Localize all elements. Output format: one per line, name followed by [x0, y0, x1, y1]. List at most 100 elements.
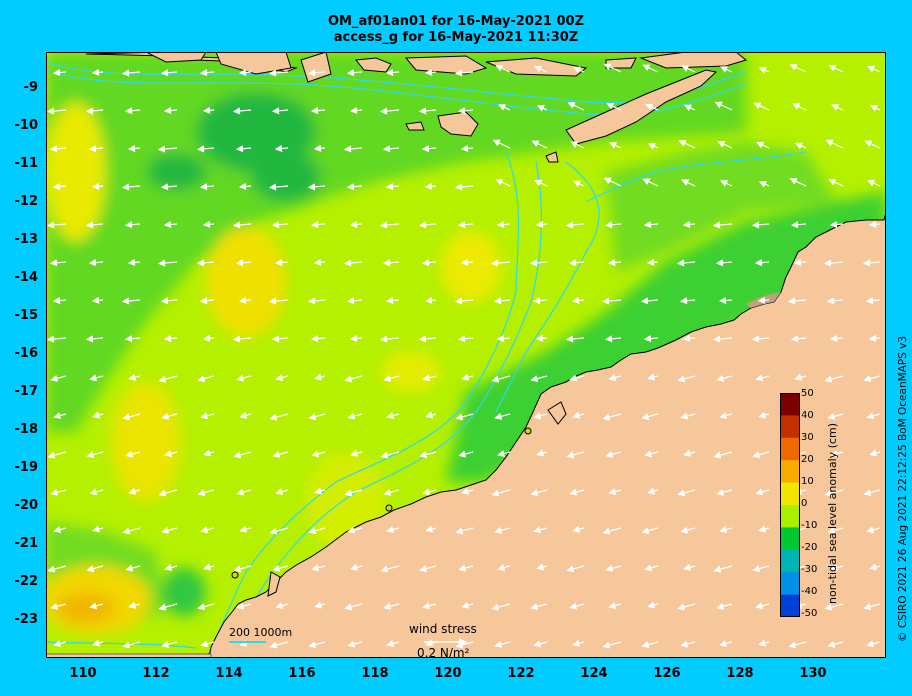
wind-arrow	[85, 335, 104, 343]
wind-arrow	[454, 183, 474, 191]
wind-arrow	[529, 259, 548, 267]
wind-arrow	[829, 220, 844, 229]
wind-arrow	[862, 259, 881, 267]
wind-arrow	[275, 374, 289, 382]
wind-arrow	[124, 107, 141, 115]
colorbar-segment	[780, 527, 800, 540]
wind-arrow	[827, 412, 844, 420]
wind-arrow	[199, 69, 215, 77]
wind-arrow	[236, 602, 252, 610]
wind-arrow	[92, 639, 104, 647]
wind-arrow	[314, 601, 326, 609]
colorbar-title: non-tidal sea level anomaly (cm)	[826, 423, 839, 604]
anomaly-yellow-4	[381, 352, 441, 392]
wind-arrow	[712, 221, 733, 229]
wind-arrow	[85, 221, 104, 229]
wind-arrow	[422, 488, 437, 496]
colorbar-segment	[780, 516, 800, 528]
wind-arrow	[678, 140, 696, 149]
colorbar-tick-label: 10	[801, 476, 814, 487]
wind-arrow	[647, 143, 659, 150]
wind-arrow	[382, 145, 400, 153]
wind-arrow	[128, 373, 141, 381]
wind-arrow	[425, 411, 437, 419]
wind-arrow	[88, 259, 104, 267]
wind-arrow	[239, 411, 252, 419]
wind-arrow	[344, 489, 363, 497]
wind-arrow	[602, 413, 622, 421]
wind-arrow	[275, 488, 289, 496]
wind-arrow	[863, 489, 881, 497]
colorbar-segment	[780, 437, 800, 450]
wind-arrow	[239, 525, 252, 533]
y-tick-label: -18	[14, 422, 39, 437]
wind-arrow	[307, 69, 326, 77]
wind-arrow	[200, 412, 215, 420]
wind-arrow	[461, 373, 474, 381]
wind-arrow	[196, 145, 215, 153]
wind-arrow	[828, 64, 844, 73]
wind-arrow	[866, 412, 881, 420]
wind-arrow	[49, 259, 67, 267]
wind-arrow	[532, 297, 548, 305]
wind-arrow	[570, 141, 585, 149]
wind-arrow	[568, 259, 585, 267]
wind-arrow	[268, 69, 289, 77]
wind-arrow	[349, 106, 363, 115]
wind-arrow	[536, 105, 548, 112]
wind-arrow	[127, 258, 141, 267]
wind-arrow	[163, 106, 178, 115]
wind-arrow	[128, 601, 141, 609]
wind-arrow	[53, 640, 67, 648]
wind-arrow	[572, 66, 585, 74]
wind-arrow	[125, 450, 141, 458]
wind-arrow	[494, 412, 511, 420]
sea-level-map: 200 1000m wind stress 0.2 N/m²	[46, 52, 886, 658]
wind-arrow	[866, 526, 881, 534]
y-tick-label: -15	[14, 308, 39, 323]
wind-arrow	[647, 487, 659, 495]
wind-arrow	[197, 603, 215, 611]
wind-arrow	[454, 69, 474, 77]
wind-arrow	[565, 335, 585, 343]
wind-arrow	[758, 67, 770, 74]
wind-arrow	[268, 297, 289, 305]
wind-arrow	[567, 102, 585, 111]
wind-arrow	[716, 602, 733, 610]
wind-arrow	[53, 526, 67, 534]
wind-arrow	[680, 640, 696, 648]
wind-stress-arrows	[46, 63, 881, 649]
wind-arrow	[418, 107, 437, 115]
wind-arrow	[645, 103, 659, 111]
wind-arrow	[311, 450, 326, 458]
wind-arrow	[158, 375, 178, 383]
wind-arrow	[346, 69, 363, 77]
wind-arrow	[232, 335, 252, 343]
wind-arrow	[602, 527, 622, 535]
wind-arrow	[91, 296, 104, 304]
wind-arrow	[157, 145, 178, 153]
wind-arrow	[572, 411, 585, 419]
wind-arrow	[755, 374, 770, 382]
wind-arrow	[829, 334, 844, 343]
wind-arrow	[160, 297, 178, 305]
wind-arrow	[275, 602, 289, 610]
wind-arrow	[677, 603, 696, 611]
wind-arrow	[346, 297, 363, 305]
y-tick-label: -23	[14, 612, 39, 627]
wind-arrow	[604, 221, 622, 229]
wind-arrow	[676, 259, 696, 267]
wind-arrow	[271, 221, 289, 229]
wind-arrow	[866, 640, 881, 648]
wind-arrow	[719, 526, 733, 534]
wind-arrow	[272, 564, 289, 572]
anomaly-dark-green-2	[251, 152, 321, 202]
wind-arrow	[385, 182, 400, 191]
wind-arrow	[46, 107, 67, 115]
x-tick-label: 126	[653, 666, 681, 681]
wind-arrow	[46, 335, 67, 343]
wind-arrow	[606, 102, 622, 111]
wind-arrow	[344, 375, 363, 383]
wind-arrow	[272, 450, 289, 458]
colorbar-segment	[780, 393, 800, 405]
